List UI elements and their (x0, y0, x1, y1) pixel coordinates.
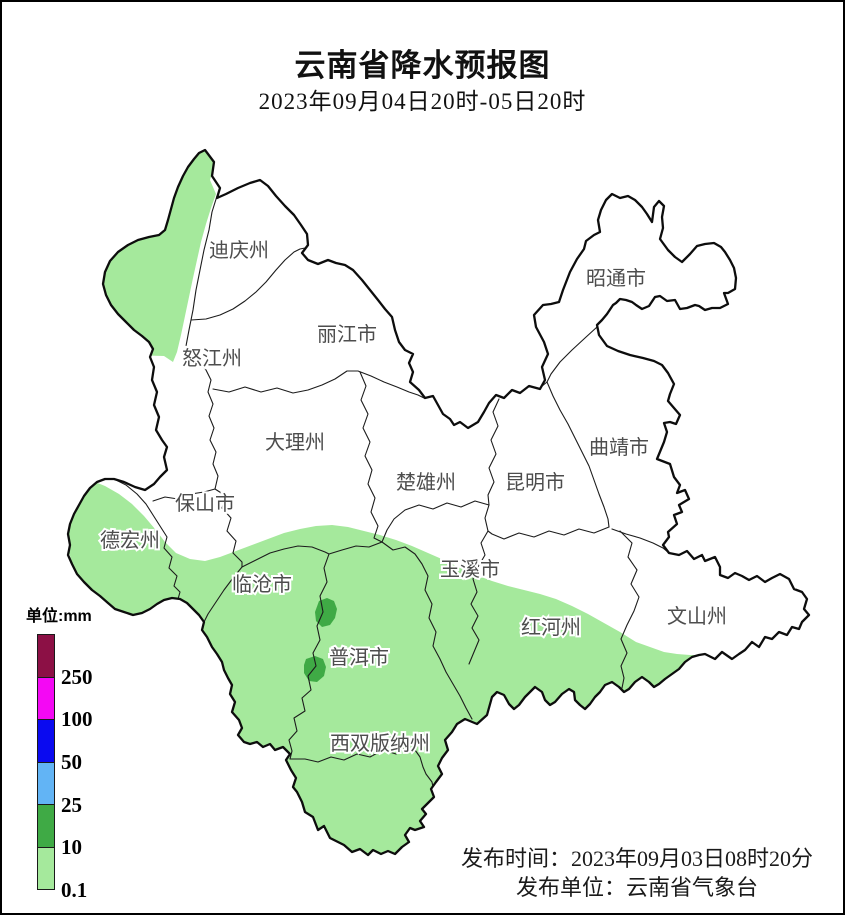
legend-segment-100 (37, 676, 55, 720)
boundary-puer-east (381, 541, 473, 720)
boundary-qujing-wenshan (611, 528, 670, 554)
boundary-honghe-wenshan (619, 530, 640, 689)
region-labels: 迪庆州 怒江州 丽江市 昭通市 大理州 曲靖市 楚雄州 昆明市 保山市 德宏州 … (98, 237, 729, 757)
region-label-lincang: 临沧市 (232, 573, 292, 596)
rain-area-light-northwest (90, 150, 216, 362)
region-label-zhaotong: 昭通市 (586, 267, 646, 290)
region-label-dehong: 德宏州 (100, 529, 160, 552)
boundary-chuxiong-yuxi (381, 500, 490, 543)
boundary-banna-north (289, 746, 435, 793)
publish-time: 发布时间：2023年09月03日08时20分 (460, 846, 813, 871)
legend-value-250: 250 (61, 665, 93, 689)
legend-value-100: 100 (61, 707, 93, 731)
boundary-chuxiong-kunming (487, 398, 500, 506)
legend-value-10: 10 (61, 835, 82, 859)
region-label-baoshan: 保山市 (175, 492, 235, 515)
footer: 发布时间：2023年09月03日08时20分 发布单位：云南省气象台 (432, 844, 842, 902)
legend-segment-0.1 (37, 846, 55, 890)
publisher: 发布单位：云南省气象台 (515, 875, 758, 900)
boundary-nujiang-east (185, 195, 219, 490)
legend-segment-25 (37, 761, 55, 805)
region-label-chuxiong: 楚雄州 (396, 471, 456, 494)
region-label-xishuangbanna: 西双版纳州 (330, 732, 430, 755)
boundary-diqing-lijiang (190, 247, 306, 321)
region-label-yuxi: 玉溪市 (440, 558, 500, 581)
district-boundaries (113, 195, 670, 793)
region-label-honghe: 红河州 (521, 616, 581, 639)
boundary-lijiang-dali (212, 370, 425, 399)
legend-segment-250 (37, 634, 55, 678)
legend-segment-50 (37, 719, 55, 763)
boundary-yuxi-east (468, 504, 490, 665)
region-label-diqing: 迪庆州 (209, 239, 269, 262)
region-label-lijiang: 丽江市 (317, 323, 377, 346)
boundary-baoshan-dali (214, 488, 243, 568)
region-label-puer: 普洱市 (329, 646, 389, 669)
legend-unit-label: 单位:mm (26, 608, 92, 625)
legend-value-50: 50 (61, 750, 82, 774)
boundary-nujiang-baoshan (152, 488, 216, 502)
region-label-nujiang: 怒江州 (182, 347, 242, 370)
boundary-dehong-baoshan (113, 478, 181, 600)
region-label-qujing: 曲靖市 (589, 436, 649, 459)
region-label-wenshan: 文山州 (667, 605, 727, 628)
legend-value-0.1: 0.1 (61, 878, 88, 902)
legend-color-bar (37, 634, 55, 890)
boundary-kunming-qujing (546, 381, 610, 528)
boundary-lincang-puer (288, 553, 330, 760)
legend-value-25: 25 (61, 793, 82, 817)
rain-patch-medium-1 (315, 598, 337, 627)
boundary-dali-chuxiong (359, 371, 383, 543)
rain-patch-medium-2 (304, 656, 326, 682)
page-title: 云南省降水预报图 (294, 48, 551, 83)
forecast-period: 2023年09月04日20时-05日20时 (258, 89, 587, 114)
legend-segment-10 (37, 804, 55, 848)
boundary-kunming-honghe (487, 526, 610, 540)
region-label-dali: 大理州 (265, 431, 325, 454)
region-label-kunming: 昆明市 (505, 471, 565, 494)
boundary-dali-south (241, 541, 383, 568)
